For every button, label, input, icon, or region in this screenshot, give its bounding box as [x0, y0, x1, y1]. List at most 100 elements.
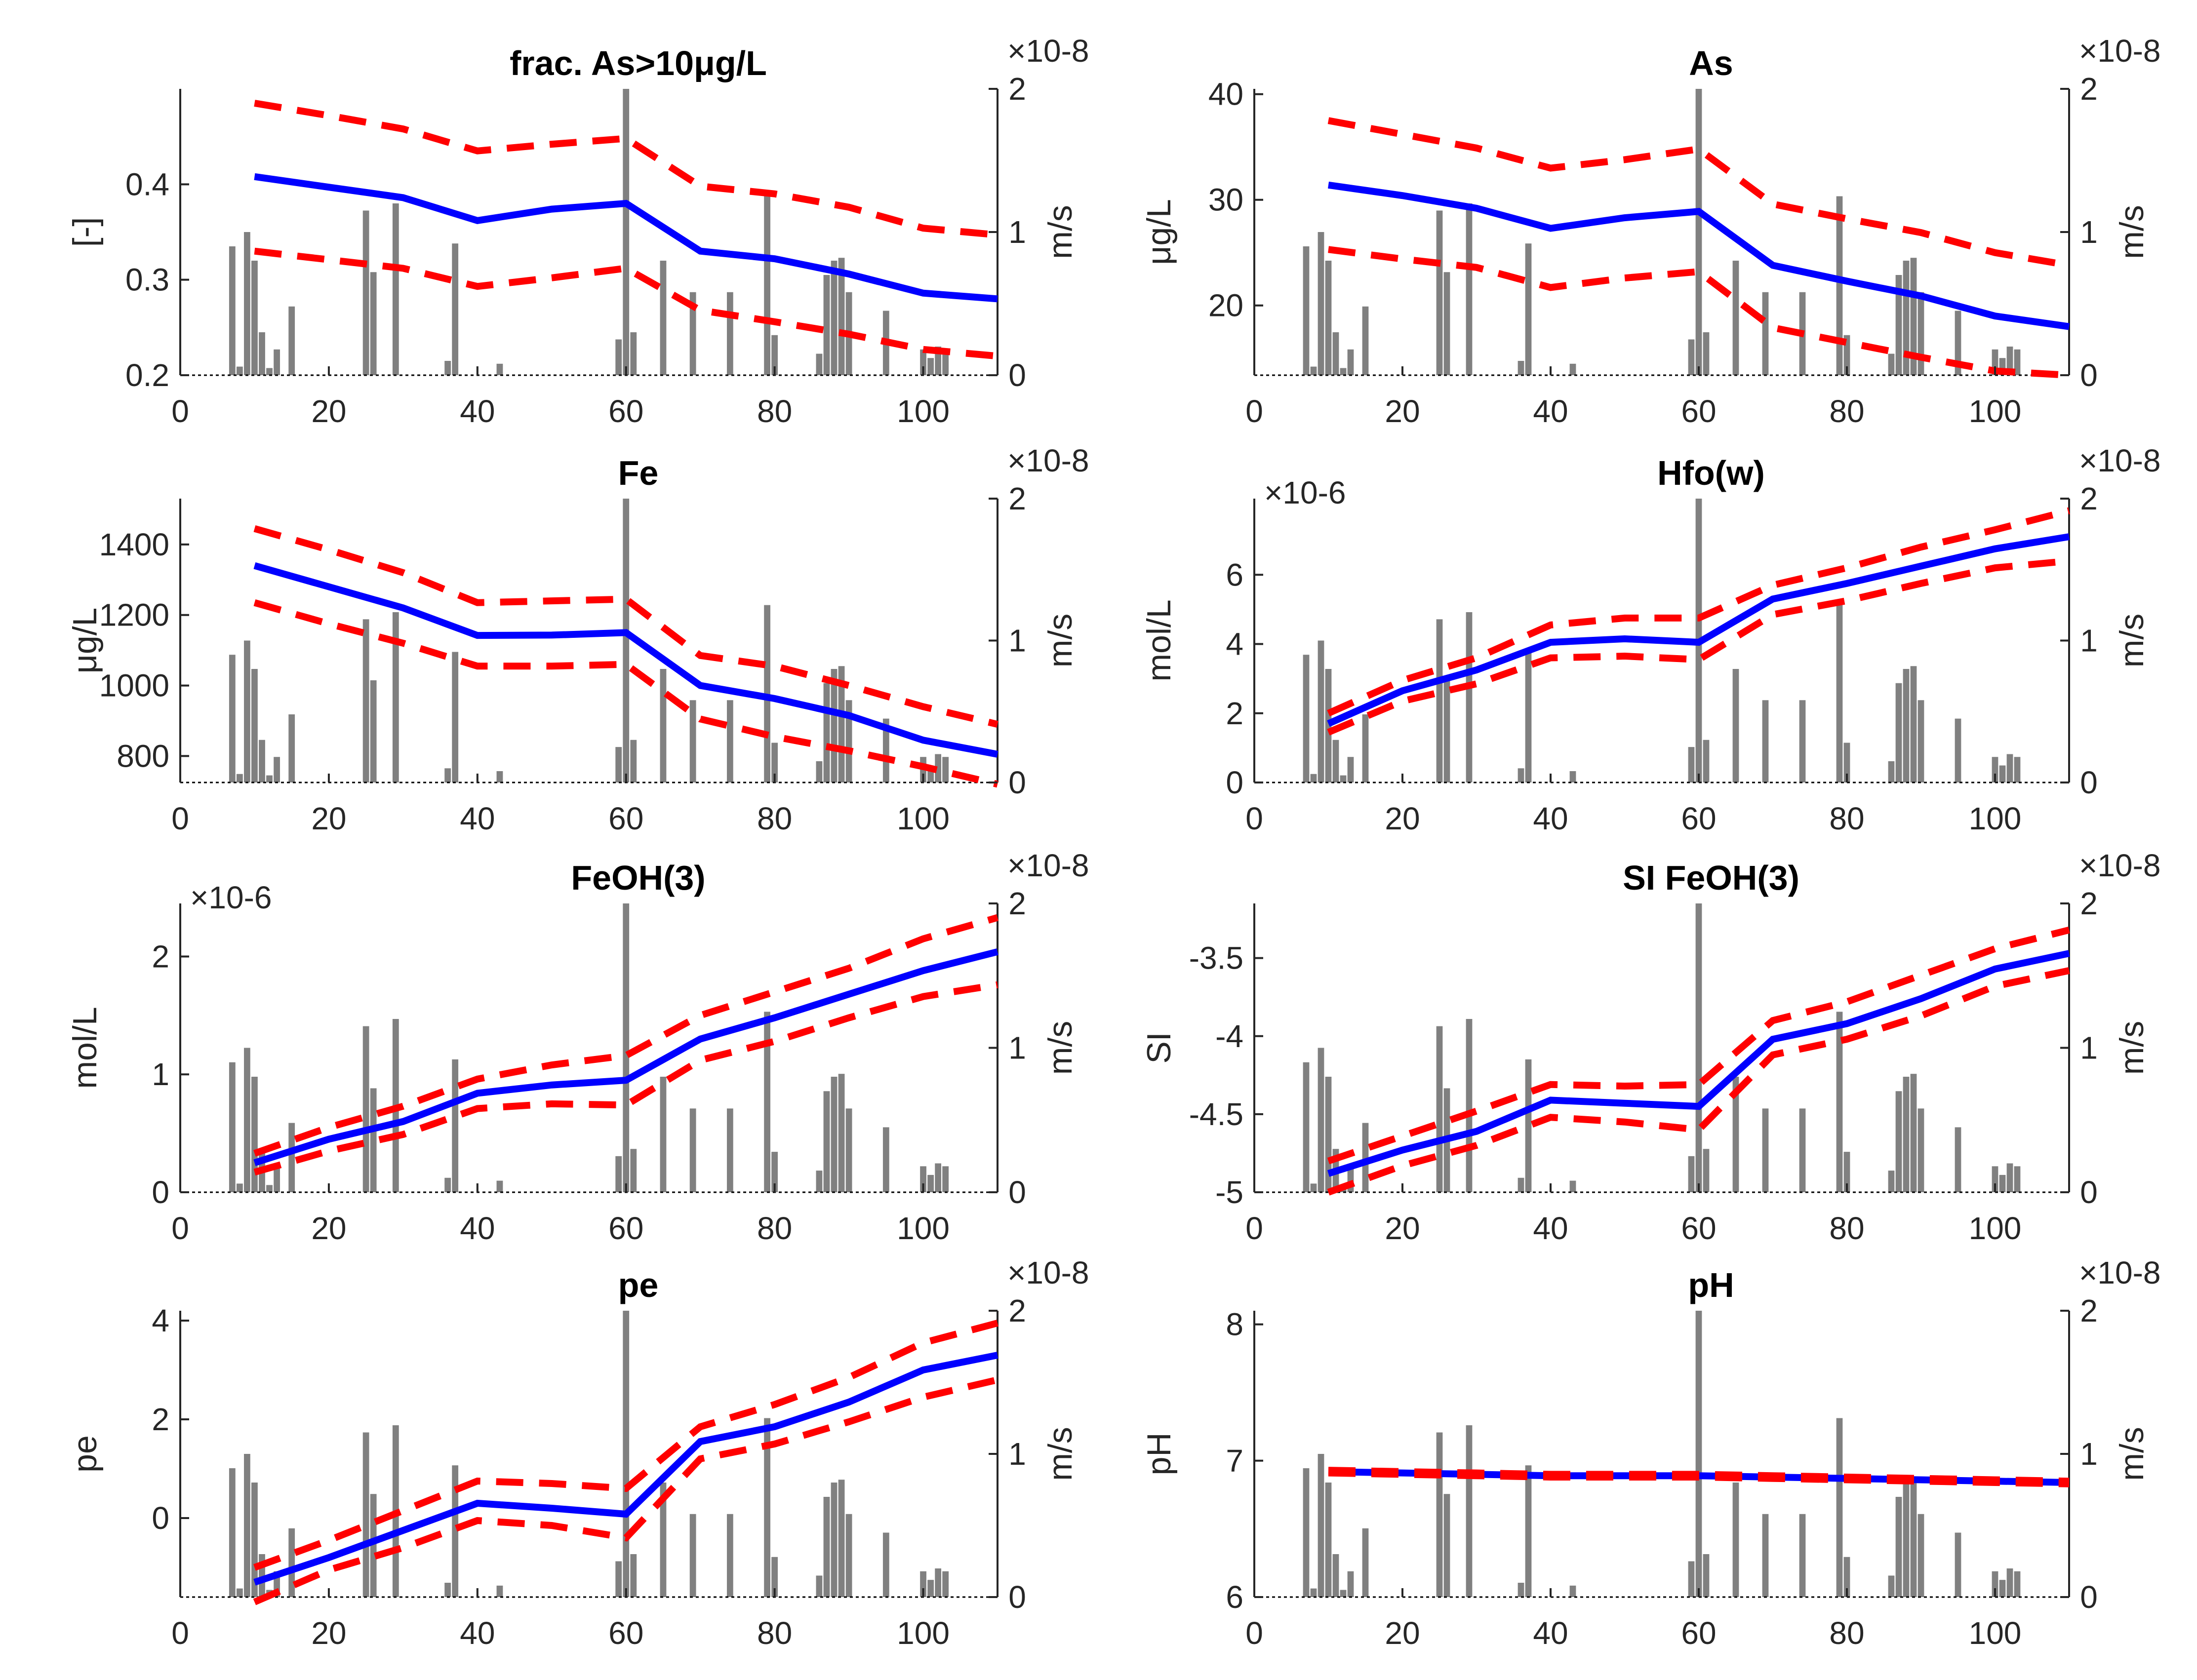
panel-title: Fe — [618, 454, 659, 492]
histogram-bar — [660, 1483, 667, 1597]
histogram-bar — [2014, 1571, 2021, 1597]
x-tick-label: 80 — [757, 801, 792, 836]
histogram-bar — [1443, 1494, 1450, 1597]
histogram-bar — [229, 655, 236, 782]
histogram-bar — [1318, 1454, 1324, 1597]
histogram-bar — [942, 757, 949, 782]
histogram-bar — [623, 89, 630, 375]
y2-exponent: ×10-8 — [2079, 848, 2160, 883]
y-exponent: ×10-6 — [1264, 475, 1346, 510]
histogram-bar — [1310, 774, 1317, 782]
y-axis-label: SI — [1140, 1032, 1178, 1063]
histogram-bar — [259, 740, 265, 782]
histogram-bar — [823, 1497, 830, 1597]
y2-axis-label: m/s — [2113, 1427, 2151, 1481]
histogram-bar — [1340, 775, 1347, 782]
upper-bound-line — [1327, 507, 2070, 717]
histogram-bar — [942, 1571, 949, 1597]
histogram-bar — [630, 1554, 637, 1597]
x-tick-label: 80 — [1829, 393, 1864, 429]
x-tick-label: 60 — [1681, 1211, 1716, 1246]
y-tick-label: 6 — [1226, 1579, 1243, 1615]
histogram-bar — [1525, 1059, 1532, 1192]
histogram-bar — [2014, 757, 2021, 782]
histogram-bar — [927, 358, 934, 375]
y2-tick-label: 2 — [1008, 71, 1026, 107]
histogram-bar — [274, 757, 280, 782]
histogram-bar — [1362, 714, 1369, 782]
histogram-bar — [392, 612, 399, 782]
histogram-bar — [1703, 740, 1710, 782]
mean-line — [253, 948, 999, 1166]
panel-title: As — [1689, 44, 1733, 82]
histogram-bar — [1999, 1580, 2006, 1597]
histogram-bar — [882, 1532, 889, 1597]
panel-title: FeOH(3) — [571, 859, 705, 897]
mean-line — [253, 562, 999, 758]
histogram-bar — [236, 1588, 243, 1597]
histogram-bar — [362, 210, 369, 375]
histogram-bar — [452, 1059, 459, 1192]
histogram-bar — [288, 306, 295, 375]
histogram-bar — [1518, 768, 1524, 782]
x-tick-label: 0 — [1245, 801, 1263, 836]
lower-bound-line — [1328, 1469, 2070, 1487]
histogram-bar — [1325, 1483, 1332, 1597]
histogram-bar — [1318, 640, 1324, 782]
upper-bound-line — [1327, 117, 2070, 269]
histogram-bar — [845, 1108, 852, 1192]
upper-bound-line — [253, 1320, 999, 1571]
x-tick-label: 0 — [171, 1615, 189, 1651]
upper-bound-line — [253, 914, 999, 1157]
histogram-bar — [660, 669, 667, 782]
x-tick-label: 20 — [1385, 1211, 1420, 1246]
histogram-bar — [1903, 1483, 1910, 1597]
y-tick-label: 6 — [1226, 557, 1243, 592]
x-tick-label: 60 — [608, 1211, 643, 1246]
y2-tick-label: 2 — [2080, 1293, 2098, 1328]
x-tick-label: 0 — [1245, 393, 1263, 429]
histogram-bar — [266, 368, 273, 375]
y2-tick-label: 0 — [2080, 1579, 2098, 1615]
histogram-bar — [1318, 232, 1324, 375]
histogram-bar — [1518, 1583, 1524, 1597]
x-tick-label: 60 — [608, 393, 643, 429]
histogram-bar — [1992, 757, 1998, 782]
y2-tick-label: 0 — [1008, 1174, 1026, 1210]
mean-line — [1328, 181, 2070, 330]
y-axis-label: pe — [66, 1435, 104, 1473]
mean-line — [254, 173, 998, 303]
lower-bound-line — [253, 981, 999, 1176]
y2-tick-label: 2 — [2080, 886, 2098, 921]
y2-tick-label: 1 — [1008, 214, 1026, 250]
y2-tick-label: 0 — [2080, 357, 2098, 393]
histogram-bar — [370, 1088, 377, 1192]
histogram-bar — [920, 1571, 926, 1597]
histogram-bar — [927, 1174, 934, 1192]
histogram-bar — [823, 275, 830, 375]
histogram-bar — [816, 1575, 823, 1597]
y-tick-label: 2 — [152, 938, 169, 974]
histogram-bar — [496, 1585, 503, 1597]
y-tick-label: 1 — [152, 1056, 169, 1092]
histogram-bar — [444, 361, 451, 375]
histogram-bar — [831, 261, 838, 375]
x-tick-label: 100 — [897, 393, 950, 429]
y2-tick-label: 0 — [2080, 1174, 2098, 1210]
histogram-bar — [630, 332, 637, 375]
y2-tick-label: 2 — [2080, 71, 2098, 107]
histogram-bar — [1310, 1588, 1317, 1597]
histogram-bar — [935, 1568, 942, 1597]
histogram-bar — [1799, 700, 1806, 782]
histogram-bar — [1917, 700, 1924, 782]
y-tick-label: 30 — [1208, 182, 1243, 218]
x-tick-label: 80 — [1829, 801, 1864, 836]
histogram-bar — [1688, 1156, 1695, 1192]
y-tick-label: 800 — [117, 738, 169, 774]
histogram-bar — [1917, 1514, 1924, 1597]
histogram-bar — [1836, 196, 1843, 375]
histogram-bar — [1340, 1590, 1347, 1597]
